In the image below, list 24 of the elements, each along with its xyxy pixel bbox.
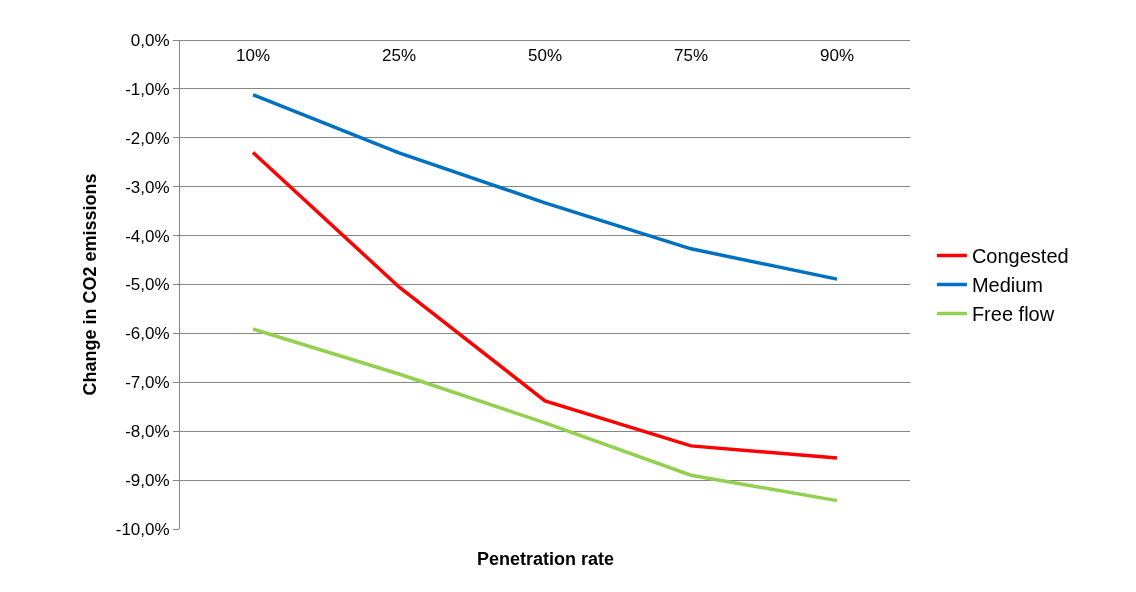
legend-label: Medium — [971, 274, 1044, 297]
y-axis-title: Change in CO2 emissions — [79, 173, 100, 396]
x-tick-label: 10% — [235, 46, 271, 66]
x-axis-title: Penetration rate — [477, 549, 615, 569]
x-tick-label: 25% — [381, 46, 417, 66]
y-tick-label: -5,0% — [125, 275, 170, 295]
line-series — [251, 150, 839, 460]
y-tick-label: -2,0% — [125, 128, 170, 148]
y-tick-label: -4,0% — [125, 226, 170, 246]
line-series — [251, 93, 839, 281]
legend-label: Free flow — [971, 303, 1055, 326]
y-tick-label: 0,0% — [130, 30, 170, 50]
y-tick-label: -8,0% — [125, 422, 170, 442]
y-tick-label: -6,0% — [125, 324, 170, 344]
y-tick-label: -9,0% — [125, 471, 170, 491]
x-tick-label: 90% — [819, 46, 855, 66]
y-tick-label: -3,0% — [125, 177, 170, 197]
x-tick-label: 50% — [527, 46, 563, 66]
x-tick-label: 75% — [673, 46, 709, 66]
y-tick-label: -1,0% — [125, 79, 170, 99]
y-tick-label: -10,0% — [115, 519, 170, 539]
y-tick-label: -7,0% — [125, 373, 170, 393]
legend-label: Congested — [971, 245, 1069, 268]
line-series — [251, 327, 839, 503]
